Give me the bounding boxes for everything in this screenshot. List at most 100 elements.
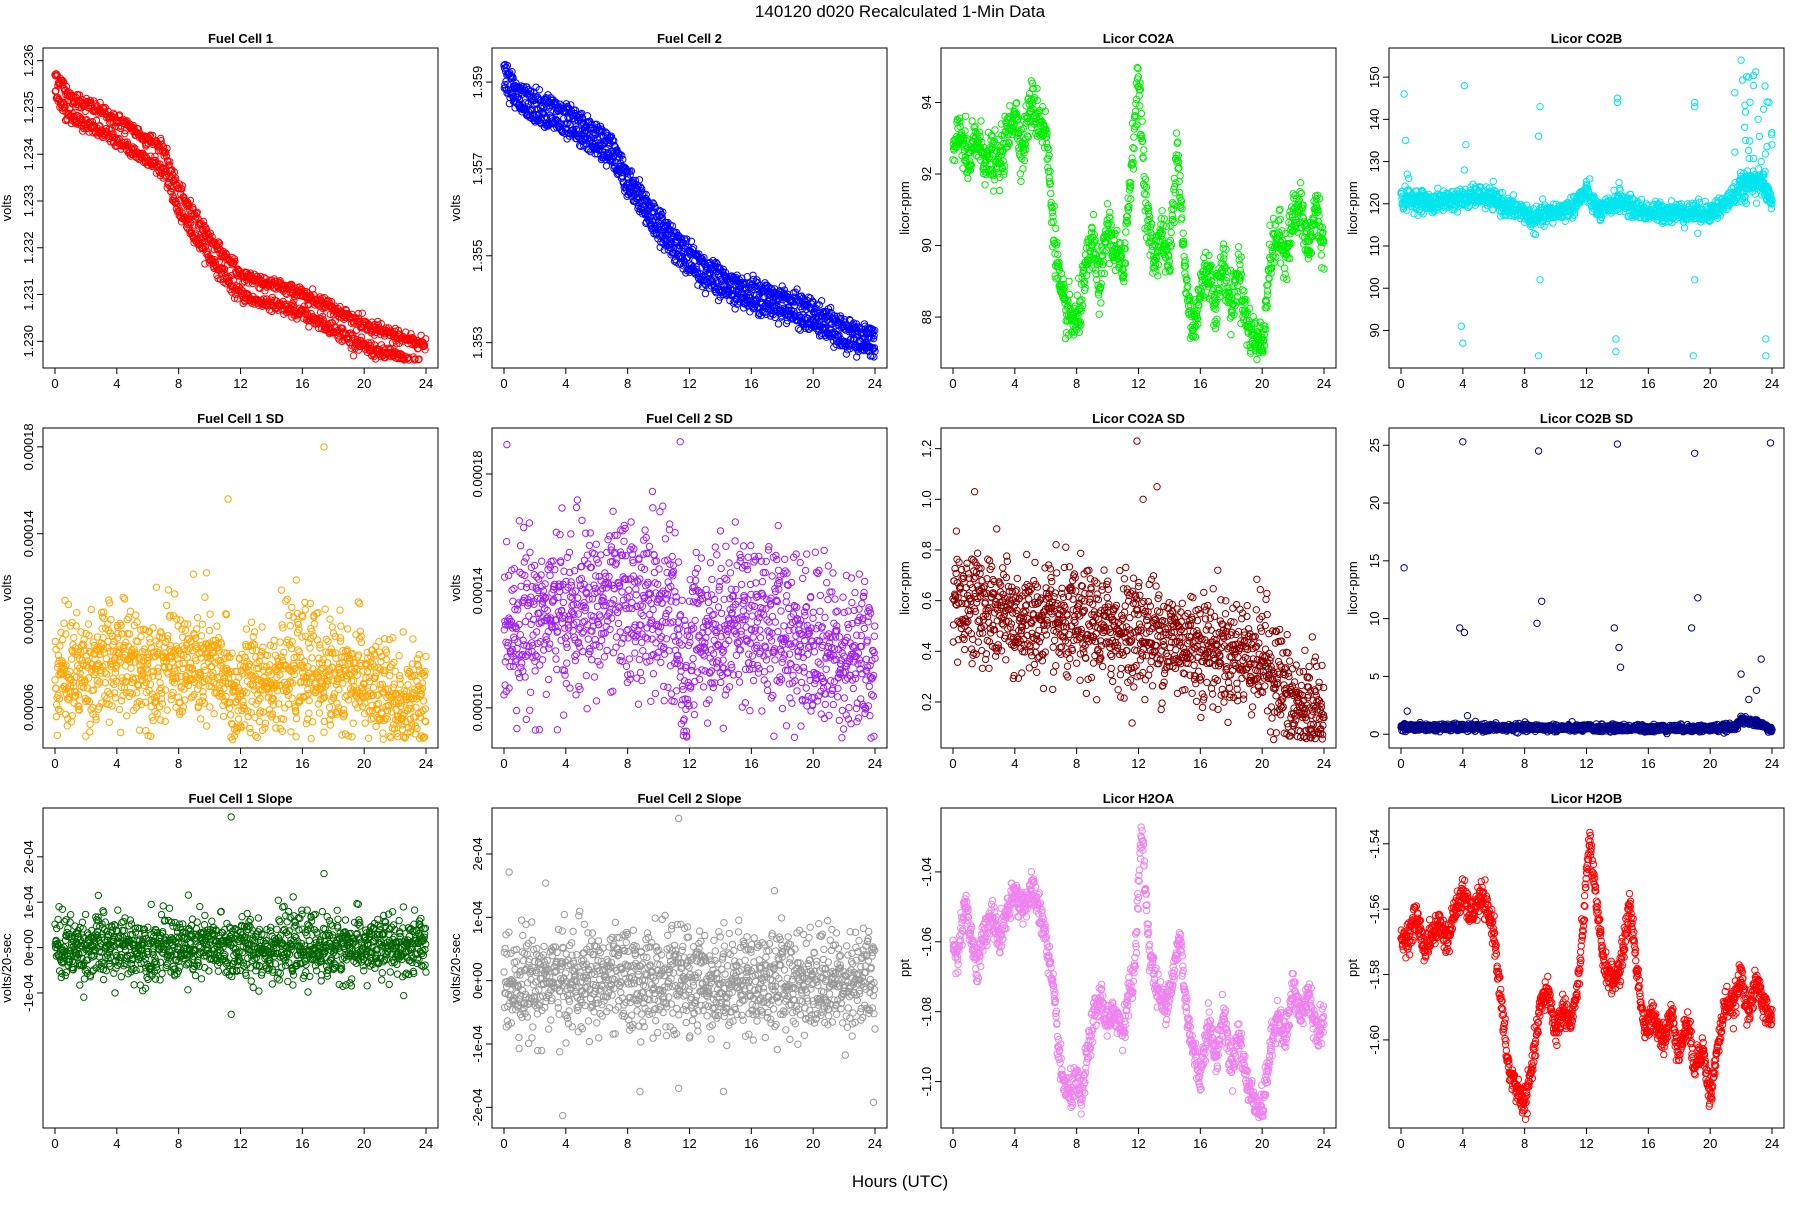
data-point xyxy=(1180,230,1186,236)
data-point xyxy=(1318,252,1324,258)
data-point xyxy=(982,182,988,188)
y-tick-label: 1.235 xyxy=(21,91,36,124)
data-point xyxy=(1139,118,1145,124)
x-tick-label: 4 xyxy=(113,376,120,391)
data-point xyxy=(1090,211,1096,217)
x-tick-label: 16 xyxy=(1193,376,1207,391)
data-point xyxy=(1173,130,1179,136)
y-tick-label: 90 xyxy=(919,238,934,252)
data-point xyxy=(1104,201,1110,207)
data-point xyxy=(1228,332,1234,338)
data-point xyxy=(1159,208,1165,214)
y-tick-label: 1.232 xyxy=(21,231,36,264)
y-tick-label: 1.357 xyxy=(470,153,485,186)
data-points xyxy=(1398,57,1775,359)
data-point xyxy=(359,310,365,316)
data-point xyxy=(775,321,781,327)
x-tick-label: 12 xyxy=(1131,376,1145,391)
data-point xyxy=(1107,209,1113,215)
data-point xyxy=(1137,103,1143,109)
x-tick-label: 16 xyxy=(1641,376,1655,391)
data-point xyxy=(1129,155,1135,161)
y-tick-label: 90 xyxy=(1367,323,1382,337)
y-tick-label: 130 xyxy=(1367,151,1382,173)
data-point xyxy=(1098,300,1104,306)
data-points xyxy=(950,64,1327,362)
data-point xyxy=(350,353,356,359)
data-point xyxy=(1168,229,1174,235)
y-tick-label: 110 xyxy=(1367,236,1382,257)
y-tick-label: 1.231 xyxy=(21,278,36,311)
x-tick-label: 8 xyxy=(1073,376,1080,391)
data-point xyxy=(1096,311,1102,317)
data-point xyxy=(1066,291,1072,297)
data-points xyxy=(52,71,429,363)
x-tick-label: 12 xyxy=(233,376,247,391)
data-point xyxy=(1053,225,1059,231)
y-tick-label: 140 xyxy=(1367,108,1382,130)
data-point xyxy=(990,188,996,194)
x-tick-label: 20 xyxy=(806,376,820,391)
x-tick-label: 8 xyxy=(1521,376,1528,391)
data-point xyxy=(1277,216,1283,222)
x-tick-label: 0 xyxy=(51,376,58,391)
plot-frame xyxy=(43,48,438,368)
data-point xyxy=(1214,316,1220,322)
y-tick-label: 1.234 xyxy=(21,138,36,171)
x-tick-label: 20 xyxy=(357,376,371,391)
x-tick-label: 0 xyxy=(500,376,507,391)
data-point xyxy=(1123,229,1129,235)
data-point xyxy=(1235,244,1241,250)
data-point xyxy=(1254,356,1260,362)
y-tick-label: 1.233 xyxy=(21,185,36,218)
y-tick-label: 1.355 xyxy=(470,239,485,272)
data-point xyxy=(1135,74,1141,80)
y-tick-label: 150 xyxy=(1367,66,1382,88)
y-axis-label: volts xyxy=(448,194,463,221)
data-point xyxy=(1510,192,1516,198)
data-point xyxy=(636,177,642,183)
data-point xyxy=(996,187,1002,193)
x-tick-label: 24 xyxy=(419,376,433,391)
data-point xyxy=(1046,146,1052,152)
y-axis-label: licor-ppm xyxy=(897,181,912,234)
x-tick-label: 20 xyxy=(1703,376,1717,391)
x-tick-label: 12 xyxy=(1579,376,1593,391)
data-point xyxy=(1018,178,1024,184)
x-tick-label: 24 xyxy=(1317,376,1331,391)
x-tick-label: 12 xyxy=(682,376,696,391)
y-tick-label: 94 xyxy=(919,95,934,109)
x-tick-label: 4 xyxy=(562,376,569,391)
data-point xyxy=(978,118,984,124)
panel-title: Licor CO2A xyxy=(1103,31,1175,46)
panel-title: Fuel Cell 1 xyxy=(208,31,273,46)
data-point xyxy=(1034,85,1040,91)
y-axis-label: licor-ppm xyxy=(1345,181,1360,234)
y-axis-label: volts xyxy=(0,194,14,221)
data-point xyxy=(1131,134,1137,140)
panel-title: Licor CO2B xyxy=(1551,31,1623,46)
data-point xyxy=(1181,254,1187,260)
figure-title: 140120 d020 Recalculated 1-Min Data xyxy=(0,2,1800,22)
data-point xyxy=(418,332,424,338)
data-point xyxy=(1066,278,1072,284)
x-tick-label: 8 xyxy=(175,376,182,391)
data-point xyxy=(1182,270,1188,276)
data-point xyxy=(1490,178,1496,184)
data-point xyxy=(1167,237,1173,243)
x-tick-label: 16 xyxy=(295,376,309,391)
data-point xyxy=(306,324,312,330)
y-tick-label: 1.230 xyxy=(21,325,36,358)
data-point xyxy=(1020,166,1026,172)
panel-1: Fuel Cell 1 volts 0 4 8 12 16 20 24 1.230 1.231 1.2… xyxy=(0,31,438,391)
x-tick-label: 4 xyxy=(1459,376,1466,391)
x-tick-label: 24 xyxy=(1765,376,1779,391)
data-point xyxy=(1138,110,1144,116)
data-points xyxy=(501,61,878,360)
data-point xyxy=(1281,265,1287,271)
x-tick-label: 8 xyxy=(624,376,631,391)
